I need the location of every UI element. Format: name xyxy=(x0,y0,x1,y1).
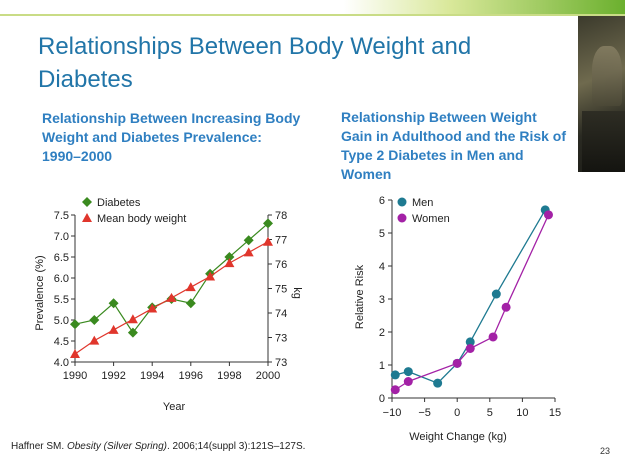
y2-tick-label: 73 xyxy=(275,333,287,345)
x-tick-label: 5 xyxy=(487,407,493,419)
citation-author: Haffner SM. xyxy=(11,441,65,452)
y2-tick-label: 78 xyxy=(275,210,287,222)
x-tick-label: 2000 xyxy=(256,370,280,382)
y2-tick-label: 74 xyxy=(275,308,287,320)
women-data-point xyxy=(390,385,400,395)
diabetes-data-point xyxy=(127,327,138,338)
legend-men-marker xyxy=(397,197,407,207)
body-weight-data-point xyxy=(243,247,254,257)
y2-tick-label: 76 xyxy=(275,259,287,271)
weight-change-risk-chart: 0 1 2 3 4 5 6 −10 −5 0 5 10 15 Men Women Weight Chang… xyxy=(354,195,561,443)
left-chart-heading: Relationship Between Increasing Body Wei… xyxy=(42,110,301,164)
diabetes-data-point xyxy=(108,298,119,309)
x-tick-label: 10 xyxy=(516,407,528,419)
legend-women-marker xyxy=(397,213,407,223)
y-tick-label: 2 xyxy=(379,327,385,339)
body-weight-data-point xyxy=(224,258,235,268)
legend-women-label: Women xyxy=(412,213,450,225)
x-tick-label: −5 xyxy=(418,407,431,419)
women-data-point xyxy=(403,377,413,386)
top-accent-bar xyxy=(0,0,625,14)
y-tick-label: 7.5 xyxy=(54,210,69,222)
body-weight-data-point xyxy=(70,348,80,358)
y2-tick-label: 73 xyxy=(275,357,287,369)
women-data-point xyxy=(452,358,462,368)
x-tick-label: 1994 xyxy=(140,370,164,382)
men-series-line xyxy=(395,209,546,384)
x-axis-label: Year xyxy=(163,401,186,413)
diabetes-data-point xyxy=(263,218,273,229)
x-tick-label: 15 xyxy=(549,407,561,419)
photo-figure-head xyxy=(592,46,622,106)
diabetes-series-line xyxy=(74,222,269,334)
diabetes-data-point xyxy=(185,298,196,309)
x-tick-label: 0 xyxy=(454,407,460,419)
y-axis-label: Prevalence (%) xyxy=(34,255,46,330)
body-weight-data-point xyxy=(89,335,100,345)
women-series-line xyxy=(394,214,550,391)
women-data-point xyxy=(488,332,498,342)
y-tick-label: 7.0 xyxy=(54,231,69,243)
x-axis-label: Weight Change (kg) xyxy=(409,431,507,443)
body-weight-data-point xyxy=(108,324,119,334)
citation-journal: Obesity (Silver Spring) xyxy=(66,441,167,452)
y-tick-label: 6.0 xyxy=(54,273,69,285)
diabetes-data-point xyxy=(243,235,254,246)
men-data-point xyxy=(403,367,413,377)
body-weight-data-point xyxy=(263,236,273,246)
body-weight-data-point xyxy=(147,303,158,313)
y-tick-label: 6.5 xyxy=(54,252,69,264)
y2-tick-label: 75 xyxy=(275,284,287,296)
men-data-point xyxy=(491,289,501,299)
weight-prevalence-chart: 4.0 4.5 5.0 5.5 6.0 6.5 7.0 7.5 1990 1992 1994 1996… xyxy=(34,197,303,413)
y-tick-label: 3 xyxy=(379,294,385,306)
y-tick-label: 4.5 xyxy=(54,336,69,348)
x-tick-label: 1992 xyxy=(101,370,125,382)
diabetes-data-point xyxy=(89,315,100,325)
x-tick-label: 1996 xyxy=(179,370,203,382)
women-data-point xyxy=(501,302,511,312)
x-tick-label: 1990 xyxy=(63,370,87,382)
women-data-point xyxy=(543,210,553,220)
body-weight-data-point xyxy=(127,314,138,324)
citation: Haffner SM. Obesity (Silver Spring). 200… xyxy=(11,441,305,452)
legend-men-label: Men xyxy=(412,197,433,209)
legend-diabetes-marker xyxy=(82,197,92,207)
diabetes-data-point xyxy=(70,319,80,330)
legend-diabetes-label: Diabetes xyxy=(97,197,141,209)
legend-body-weight-marker xyxy=(82,213,92,222)
x-tick-label: 1998 xyxy=(217,370,241,382)
men-data-point xyxy=(433,378,443,388)
body-weight-data-point xyxy=(185,282,196,292)
header-photo xyxy=(578,16,625,172)
page-number: 23 xyxy=(600,446,611,456)
body-weight-data-point xyxy=(205,271,216,281)
photo-figure-body xyxy=(582,111,625,172)
legend-body-weight-label: Mean body weight xyxy=(97,213,186,225)
top-accent-line xyxy=(0,14,625,16)
y2-tick-label: 77 xyxy=(275,235,287,247)
y-tick-label: 0 xyxy=(379,393,385,405)
right-chart-heading: Relationship Between Weight Gain in Adul… xyxy=(341,109,567,182)
y-tick-label: 4 xyxy=(379,261,385,273)
y-tick-label: 1 xyxy=(379,360,385,372)
y-tick-label: 4.0 xyxy=(54,357,69,369)
y-tick-label: 5.0 xyxy=(54,315,69,327)
citation-details: . 2006;14(suppl 3):121S–127S. xyxy=(166,441,306,452)
y-tick-label: 6 xyxy=(379,195,385,207)
body-weight-data-point xyxy=(166,292,177,302)
diabetes-data-point xyxy=(224,252,235,262)
y2-axis-label: kg xyxy=(291,287,303,299)
men-data-point xyxy=(390,370,400,380)
x-tick-label: −10 xyxy=(383,407,402,419)
women-data-point xyxy=(465,344,475,353)
y-axis-label: Relative Risk xyxy=(354,264,366,329)
y-tick-label: 5.5 xyxy=(54,294,69,306)
y-tick-label: 5 xyxy=(379,228,385,240)
men-data-point xyxy=(465,337,475,347)
slide-title: Relationships Between Body Weight and Di… xyxy=(38,33,472,93)
